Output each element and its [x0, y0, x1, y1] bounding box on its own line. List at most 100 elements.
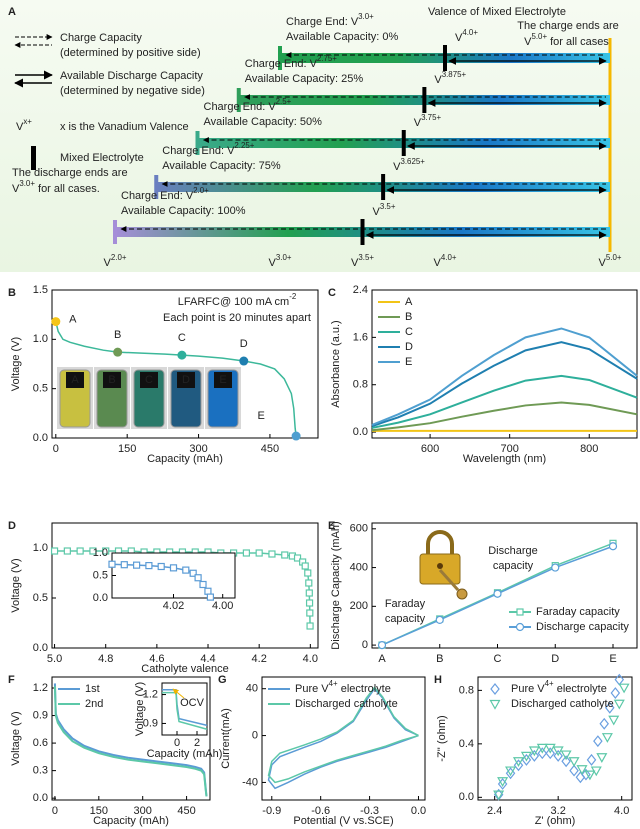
- x-tick-label: -0.9: [262, 805, 281, 817]
- y-tick-label: 600: [350, 523, 368, 535]
- annotation: Discharge: [488, 545, 538, 557]
- text-part: V: [269, 257, 277, 269]
- marker: [520, 751, 532, 762]
- mixed-valence-label: V3.75+: [414, 113, 442, 129]
- marker: [581, 768, 591, 781]
- text-part: V: [104, 257, 112, 269]
- y-tick-label: 40: [246, 683, 258, 695]
- x-tick-label: -0.6: [311, 805, 330, 817]
- x-axis-label: Potential (V vs.SCE): [293, 815, 393, 827]
- legend-label: Pure V4+ electrolyte: [295, 679, 391, 695]
- marker: [76, 547, 84, 555]
- text-part: LFARFC@ 100 mA cm: [178, 296, 289, 308]
- y-tick-label: 0.0: [33, 432, 48, 444]
- mixed-electrolyte-bar: [360, 219, 365, 245]
- marker: [528, 746, 540, 757]
- annotation: LFARFC@ 100 mA cm-2: [178, 292, 296, 308]
- marker: [515, 622, 525, 632]
- x-axis-label: Catholyte valence: [141, 663, 228, 675]
- legend-label: Discharged catholyte: [295, 698, 398, 710]
- marker: [618, 683, 630, 694]
- superscript: 2.0+: [111, 253, 127, 262]
- superscript: 3.625+: [400, 157, 425, 166]
- valence-axis-label: V3.5+: [351, 253, 374, 269]
- x-tick-label: 3.2: [551, 805, 566, 817]
- marker: [304, 569, 312, 577]
- text-part: for all cases.: [547, 36, 612, 48]
- marker: [536, 743, 548, 754]
- y-tick-label: 0.3: [33, 765, 48, 777]
- panel-label: E: [328, 520, 335, 532]
- y-tick-label: 0.5: [33, 383, 48, 395]
- marker: [50, 547, 59, 555]
- marker: [281, 551, 289, 559]
- marker: [497, 777, 508, 790]
- lock-shackle: [426, 530, 454, 556]
- capacity-label: Available Capacity: 25%: [245, 73, 364, 85]
- marker: [268, 550, 276, 558]
- marker: [145, 561, 153, 570]
- x-tick-label: 450: [177, 805, 195, 817]
- charge-end-mark: [154, 175, 159, 199]
- plot-frame: [51, 522, 319, 649]
- marker: [199, 580, 207, 589]
- x-tick-label: 4.4: [200, 653, 215, 665]
- y-axis-label: Voltage (V): [10, 337, 22, 391]
- y-axis-label: Voltage (V): [10, 711, 22, 765]
- superscript: 3.75+: [421, 113, 441, 122]
- annotation: Each point is 20 minutes apart: [163, 312, 311, 324]
- plot-frame: [111, 552, 236, 599]
- charge-end-label: Charge End: V2.5+: [204, 97, 292, 113]
- point-label: B: [114, 329, 121, 341]
- legend-label: Pure V4+ electrolyte: [511, 679, 607, 695]
- mixed-valence-label: V3.625+: [393, 157, 425, 173]
- legend-label: C: [405, 326, 413, 338]
- marker: [569, 764, 579, 777]
- y-tick-label: 0.0: [459, 791, 474, 803]
- vial-label: B: [108, 374, 115, 386]
- superscript: 3.875+: [442, 70, 467, 79]
- panel-a-background: [0, 0, 640, 272]
- text-part: V: [16, 121, 24, 133]
- y-tick-label: 2.4: [353, 284, 368, 296]
- marker: [584, 770, 596, 781]
- note: V3.0+ for all cases.: [12, 179, 100, 195]
- text-part: V: [12, 183, 20, 195]
- marker: [608, 542, 618, 551]
- y-tick-label: 1.2: [33, 682, 48, 694]
- capacity-label: Available Capacity: 100%: [121, 205, 246, 217]
- marker: [505, 767, 516, 780]
- plot-frame: [51, 676, 211, 801]
- x-tick-label: 2.4: [487, 805, 502, 817]
- series-line: [371, 341, 638, 428]
- valence-axis-label: V2.0+: [104, 253, 127, 269]
- panel-label: C: [328, 287, 336, 299]
- mixed-electrolyte-bar: [443, 45, 447, 71]
- charge-end-mark: [195, 131, 200, 155]
- x-tick-label: 5.0: [47, 653, 62, 665]
- superscript: 3.0+: [276, 253, 292, 262]
- series-line: [53, 683, 208, 797]
- mixed-valence-label: V3.5+: [373, 202, 396, 218]
- x-axis-label: Capacity (mAh): [147, 748, 223, 760]
- mixed-electrolyte-bar: [381, 174, 386, 200]
- marker: [242, 549, 250, 557]
- marker: [599, 717, 609, 730]
- legend-text: Available Discharge Capacity: [60, 70, 203, 82]
- vial-cap: [140, 372, 158, 388]
- series-line: [53, 686, 208, 797]
- marker: [560, 750, 572, 761]
- superscript: 2.75+: [317, 54, 337, 63]
- plot-frame: [477, 676, 633, 801]
- y-tick-label: 200: [350, 600, 368, 612]
- legend-label: Faraday capacity: [536, 606, 620, 618]
- x-tick-label: C: [494, 653, 502, 665]
- x-tick-label: 2: [194, 737, 200, 749]
- y-tick-label: 0.0: [33, 792, 48, 804]
- y-tick-label: 400: [350, 561, 368, 573]
- marker: [108, 560, 116, 568]
- marker: [614, 673, 625, 686]
- marker: [601, 733, 613, 743]
- marker: [204, 587, 212, 595]
